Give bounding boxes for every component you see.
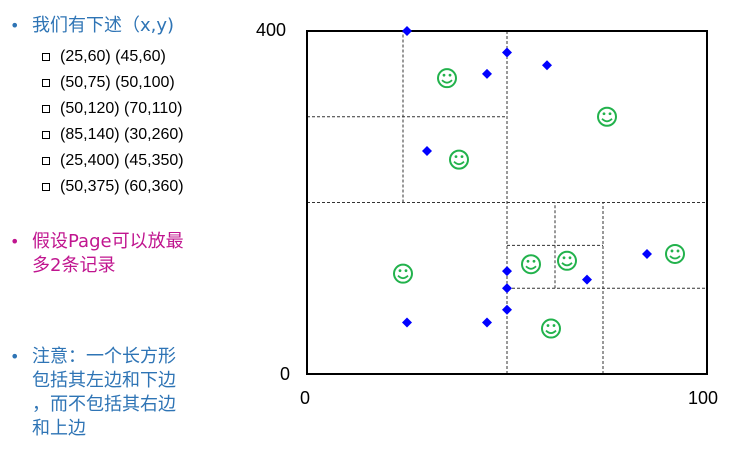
point-pair-text: (50,375) (60,360) — [60, 178, 184, 195]
checkbox-square-icon — [42, 183, 50, 191]
bullet-note: • 注意：一个长方形 包括其左边和下边 ，而不包括其右边 和上边 — [10, 345, 260, 445]
point-pairs-list: (25,60) (45,60) (50,75) (50,100) (50,120) … — [42, 44, 184, 200]
smiley-icon — [437, 68, 457, 89]
diamond-point — [402, 26, 412, 36]
smiley-icon — [393, 263, 413, 284]
checkbox-square-icon — [42, 157, 50, 165]
diamond-point — [502, 47, 512, 58]
x-tick-max: 100 — [688, 388, 719, 408]
diamond-point — [422, 146, 432, 157]
checkbox-square-icon — [42, 53, 50, 61]
assumption-text: 假设Page可以放最 多2条记录 — [32, 231, 184, 276]
checkbox-square-icon — [42, 79, 50, 87]
diamond-point — [402, 317, 412, 328]
x-tick-min: 0 — [300, 388, 311, 408]
smiley-icon — [541, 318, 561, 339]
smiley-icon — [557, 250, 577, 271]
point-pair-text: (50,120) (70,110) — [60, 100, 183, 117]
point-pair-item: (25,400) (45,350) — [42, 148, 184, 174]
point-pair-item: (50,120) (70,110) — [42, 96, 184, 122]
point-pair-text: (50,75) (50,100) — [60, 74, 175, 91]
y-tick-min: 0 — [280, 364, 291, 384]
diamond-point — [582, 274, 592, 285]
bullet-assumption: • 假设Page可以放最 多2条记录 — [10, 230, 260, 280]
diamond-point — [482, 317, 492, 328]
point-pair-text: (25,400) (45,350) — [60, 152, 184, 169]
bullet-dot-icon: • — [10, 232, 20, 251]
diamond-point — [642, 248, 652, 259]
smiley-icon — [665, 243, 685, 264]
intro-text: 我们有下述（x,y) — [32, 15, 175, 36]
checkbox-square-icon — [42, 105, 50, 113]
diamond-point — [482, 68, 492, 79]
point-pair-text: (85,140) (30,260) — [60, 126, 184, 143]
plot-frame — [306, 30, 708, 375]
diamond-point — [502, 304, 512, 315]
point-pair-item: (50,75) (50,100) — [42, 70, 184, 96]
diamond-point — [502, 283, 512, 294]
note-text: 注意：一个长方形 包括其左边和下边 ，而不包括其右边 和上边 — [32, 346, 176, 439]
y-tick-max: 400 — [256, 20, 287, 40]
smiley-icon — [449, 149, 469, 170]
diamond-point — [542, 60, 552, 71]
bullet-dot-icon: • — [10, 347, 20, 366]
point-pair-text: (25,60) (45,60) — [60, 48, 166, 65]
smiley-icon — [521, 254, 541, 275]
bullet-intro: • 我们有下述（x,y) — [10, 14, 260, 40]
smiley-icon — [597, 106, 617, 127]
point-pair-item: (25,60) (45,60) — [42, 44, 184, 70]
point-pair-item: (85,140) (30,260) — [42, 122, 184, 148]
bullet-dot-icon: • — [10, 16, 20, 35]
point-pair-item: (50,375) (60,360) — [42, 174, 184, 200]
checkbox-square-icon — [42, 131, 50, 139]
diamond-point — [502, 266, 512, 277]
